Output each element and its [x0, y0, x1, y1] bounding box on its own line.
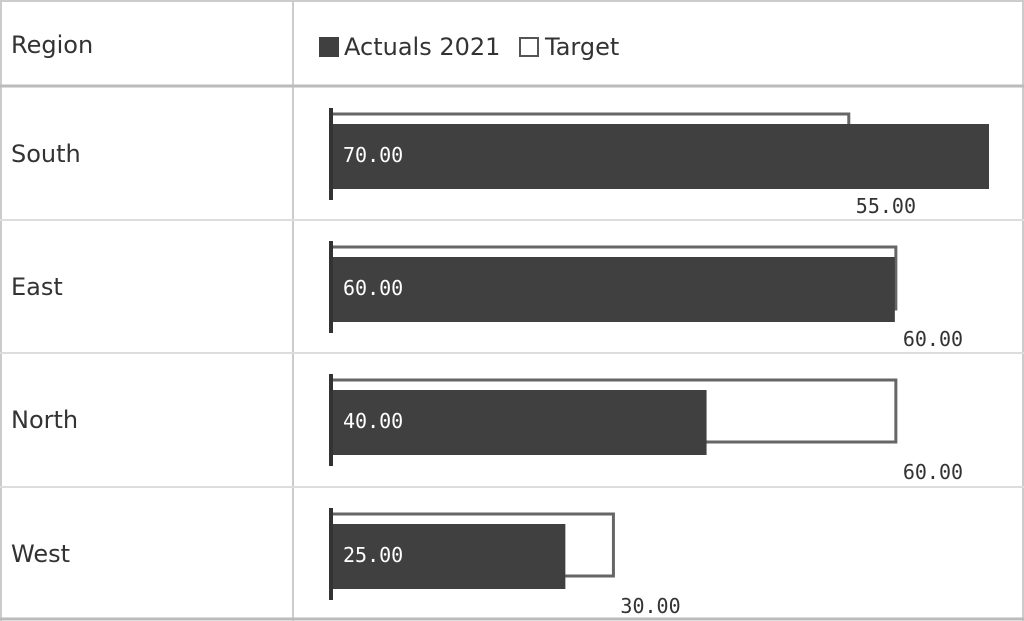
bar-baseline — [329, 508, 333, 600]
actual-value-label: 25.00 — [343, 543, 403, 567]
region-column-header: Region — [11, 31, 93, 59]
legend: Actuals 2021 Target — [319, 33, 619, 61]
bar-baseline — [329, 108, 333, 200]
target-value-label: 30.00 — [620, 594, 680, 618]
chart-row: North 40.00 60.00 — [11, 374, 963, 484]
chart-row: East 60.00 60.00 — [11, 241, 963, 351]
legend-actuals-label: Actuals 2021 — [344, 33, 500, 61]
actual-value-label: 70.00 — [343, 143, 403, 167]
region-label: North — [11, 406, 78, 434]
chart-rows: South 70.00 55.00 East 60.00 60.00 North 40.00 6… — [11, 108, 989, 618]
actual-bar — [330, 390, 707, 455]
bar-baseline — [329, 241, 333, 333]
actual-bar — [330, 524, 566, 589]
legend-target-swatch — [519, 37, 539, 57]
target-value-label: 60.00 — [903, 327, 963, 351]
actual-bar — [330, 124, 989, 189]
actual-value-label: 60.00 — [343, 276, 403, 300]
target-value-label: 55.00 — [856, 194, 916, 218]
region-label: West — [11, 540, 70, 568]
bar-baseline — [329, 374, 333, 466]
chart-row: South 70.00 55.00 — [11, 108, 989, 218]
actual-value-label: 40.00 — [343, 409, 403, 433]
actual-bar — [330, 257, 895, 322]
chart-row: West 25.00 30.00 — [11, 508, 681, 618]
region-label: East — [11, 273, 63, 301]
target-value-label: 60.00 — [903, 460, 963, 484]
region-label: South — [11, 140, 81, 168]
legend-target-label: Target — [544, 33, 619, 61]
legend-actuals-swatch — [319, 37, 339, 57]
